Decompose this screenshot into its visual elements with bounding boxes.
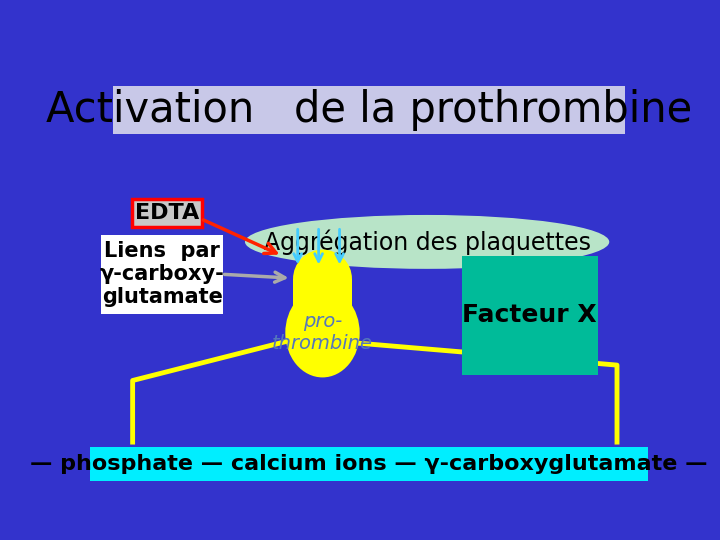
Ellipse shape bbox=[245, 215, 609, 269]
Text: Activation   de la prothrombine: Activation de la prothrombine bbox=[46, 89, 692, 131]
Ellipse shape bbox=[293, 249, 352, 308]
Ellipse shape bbox=[285, 288, 360, 377]
FancyBboxPatch shape bbox=[90, 447, 648, 481]
FancyBboxPatch shape bbox=[101, 235, 222, 314]
Text: pro-
thrombine: pro- thrombine bbox=[272, 312, 373, 353]
Text: EDTA: EDTA bbox=[135, 202, 199, 222]
Text: Aggrégation des plaquettes: Aggrégation des plaquettes bbox=[264, 229, 590, 255]
Text: Liens  par
γ-carboxy-
glutamate: Liens par γ-carboxy- glutamate bbox=[99, 241, 225, 307]
Text: Facteur X: Facteur X bbox=[462, 303, 597, 327]
FancyBboxPatch shape bbox=[293, 279, 352, 333]
FancyBboxPatch shape bbox=[462, 256, 598, 375]
Text: — phosphate — calcium ions — γ-carboxyglutamate —: — phosphate — calcium ions — γ-carboxygl… bbox=[30, 454, 708, 474]
FancyBboxPatch shape bbox=[113, 86, 625, 134]
FancyBboxPatch shape bbox=[132, 199, 202, 226]
